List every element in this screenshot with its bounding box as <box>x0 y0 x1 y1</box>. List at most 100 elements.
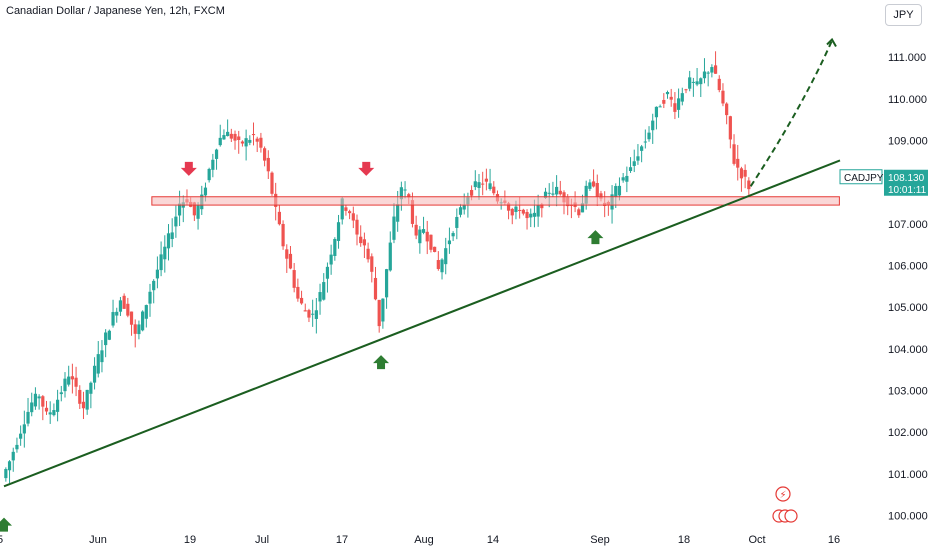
candle-body <box>588 182 592 189</box>
candle-body <box>370 256 374 272</box>
candle-body <box>702 71 707 79</box>
candle-body <box>532 212 537 217</box>
candle-body <box>322 282 326 300</box>
x-tick-label: 14 <box>487 534 499 546</box>
candle-body <box>725 103 729 116</box>
candle-body <box>307 310 311 318</box>
candle-body <box>11 451 15 461</box>
candle-body <box>407 194 411 198</box>
candle-body <box>229 133 233 139</box>
candle-body <box>518 209 522 211</box>
candle-body <box>377 299 381 327</box>
candle-body <box>673 103 677 112</box>
candle-body <box>514 206 518 212</box>
candle-body <box>362 239 367 246</box>
candle-body <box>388 242 392 271</box>
y-tick-label: 107.000 <box>888 219 928 231</box>
candle-body <box>506 203 511 211</box>
lightning-icon[interactable] <box>775 486 791 502</box>
candle-body <box>177 203 182 216</box>
candle-body <box>651 120 655 131</box>
candle-body <box>455 216 459 228</box>
candle-body <box>747 180 751 190</box>
markers-group <box>0 161 604 532</box>
candle-body <box>591 181 596 187</box>
candle-body <box>736 158 740 168</box>
candle-body <box>303 310 307 312</box>
candle-body <box>355 219 359 235</box>
candle-body <box>484 178 488 182</box>
candle-body <box>669 96 673 100</box>
candle-body <box>654 106 659 118</box>
candle-body <box>262 148 267 161</box>
y-tick-label: 111.000 <box>888 52 926 64</box>
candle-body <box>403 189 407 191</box>
candle-body <box>473 181 477 188</box>
x-tick-label: 18 <box>678 534 690 546</box>
candle-body <box>100 350 104 363</box>
candle-body <box>255 138 259 142</box>
candle-body <box>141 311 145 331</box>
candle-body <box>67 376 71 385</box>
candle-body <box>743 169 747 177</box>
candle-body <box>96 354 100 374</box>
candle-body <box>166 233 171 249</box>
candle-body <box>665 91 670 95</box>
candle-body <box>144 305 148 319</box>
candle-body <box>614 186 618 197</box>
support-zone <box>151 196 840 206</box>
candle-body <box>22 424 26 434</box>
candle-body <box>70 376 74 380</box>
candle-body <box>684 89 688 91</box>
candle-body <box>381 298 385 322</box>
candle-body <box>492 186 496 194</box>
candle-body <box>458 207 463 215</box>
currency-button[interactable]: JPY <box>885 4 922 26</box>
candle-body <box>636 156 640 161</box>
candle-body <box>30 402 34 413</box>
candle-body <box>444 248 448 265</box>
candle-body <box>233 133 237 141</box>
candle-body <box>281 223 285 247</box>
x-tick-label: Aug <box>414 534 434 546</box>
price-tag <box>884 169 928 196</box>
candle-body <box>137 324 141 335</box>
y-tick-label: 106.000 <box>888 261 928 273</box>
candle-body <box>688 77 692 89</box>
candle-body <box>451 233 455 237</box>
candle-body <box>311 313 315 315</box>
candle-body <box>440 259 444 273</box>
price-text: 108.130 <box>888 173 925 184</box>
candle-body <box>15 444 19 450</box>
down-arrow-marker <box>358 161 375 176</box>
alert-icons[interactable]: ⚡ <box>772 486 798 523</box>
candle-body <box>640 146 644 151</box>
candle-body <box>366 248 370 260</box>
candle-body <box>152 280 156 291</box>
candle-body <box>351 213 355 221</box>
up-arrow-marker <box>0 517 12 532</box>
candle-body <box>643 141 647 143</box>
event-icon[interactable] <box>784 509 798 523</box>
candle-body <box>706 72 710 74</box>
projection-path <box>749 40 833 187</box>
candle-body <box>318 292 322 302</box>
candle-body <box>44 407 49 412</box>
candle-body <box>174 216 178 227</box>
candle-body <box>251 134 256 136</box>
candle-body <box>555 186 559 195</box>
candle-body <box>359 236 363 244</box>
chart-title: Canadian Dollar / Japanese Yen, 12h, FXC… <box>6 5 225 17</box>
candle-body <box>159 254 163 271</box>
candle-body <box>248 139 252 143</box>
candle-body <box>699 78 703 85</box>
candle-body <box>469 189 474 196</box>
candle-body <box>7 461 12 471</box>
candle-body <box>551 193 555 195</box>
up-arrow-marker <box>587 230 604 245</box>
candle-body <box>425 231 429 242</box>
candle-body <box>414 224 418 236</box>
candle-body <box>148 291 152 304</box>
candle-body <box>373 277 378 300</box>
